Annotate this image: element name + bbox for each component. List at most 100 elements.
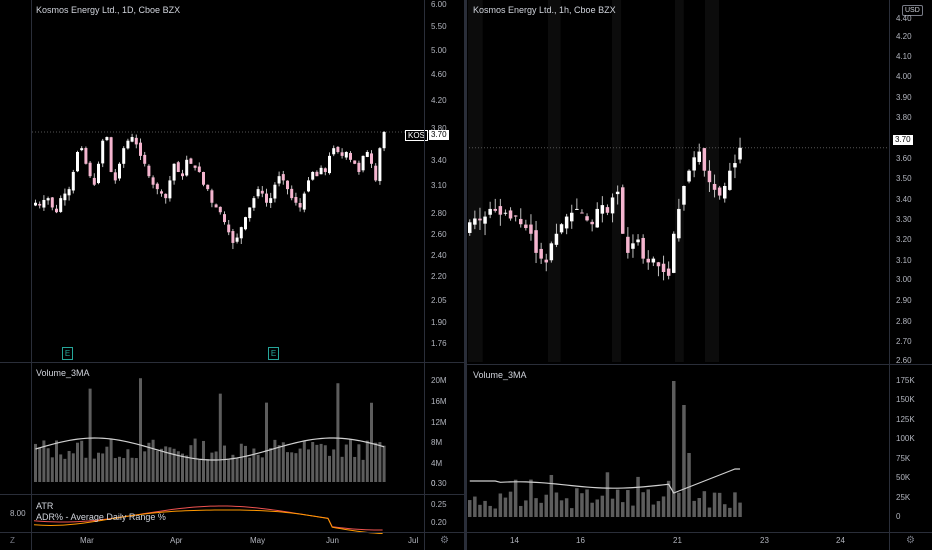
- right-time-tick: 16: [576, 536, 585, 545]
- left-candle: [273, 184, 277, 199]
- left-volume-bar: [223, 445, 226, 482]
- z-icon[interactable]: Z: [10, 536, 15, 545]
- right-candle: [605, 207, 610, 213]
- right-pane-divider[interactable]: [467, 364, 932, 365]
- right-price-tick: 2.80: [896, 317, 912, 326]
- left-volume-bar: [328, 455, 331, 482]
- left-candle: [189, 158, 193, 164]
- right-candle: [585, 216, 589, 221]
- left-candle: [46, 198, 50, 201]
- right-candle: [488, 208, 492, 215]
- right-volume-bar: [600, 495, 605, 517]
- left-volume-bar: [67, 451, 71, 482]
- left-volume-bar: [298, 448, 302, 482]
- left-time-tick: Apr: [170, 536, 183, 545]
- left-candle: [370, 153, 373, 164]
- right-volume-bar: [666, 480, 671, 517]
- earnings-icon[interactable]: E: [62, 347, 73, 360]
- right-price-plot[interactable]: [466, 0, 890, 362]
- left-volume-bar: [323, 445, 327, 482]
- left-candle: [122, 148, 126, 164]
- right-chart-panel[interactable]: [466, 0, 932, 550]
- left-volume-bar: [311, 441, 315, 482]
- left-volume-bar: [239, 443, 243, 482]
- right-candle: [641, 237, 645, 259]
- left-candle: [311, 171, 315, 180]
- left-chart-panel[interactable]: [0, 0, 464, 550]
- left-volume-bar: [101, 453, 105, 482]
- left-volume-bar: [97, 452, 100, 482]
- earnings-icon[interactable]: E: [268, 347, 279, 360]
- left-candle: [281, 174, 285, 181]
- left-volume-bar: [277, 445, 281, 482]
- left-candle: [206, 184, 210, 190]
- left-candle: [84, 147, 88, 164]
- left-volume-tick: 4M: [431, 459, 443, 468]
- left-candle: [382, 131, 386, 149]
- left-price-tick: 3.10: [431, 181, 447, 190]
- left-pane-divider-2[interactable]: [0, 494, 464, 495]
- right-volume-bar: [575, 488, 579, 517]
- chart-divider[interactable]: [464, 0, 467, 550]
- left-price-plot[interactable]: [32, 0, 432, 360]
- right-candle: [687, 170, 691, 182]
- currency-button[interactable]: USD: [902, 5, 923, 16]
- right-candle: [712, 183, 717, 190]
- right-price-tick: 4.00: [896, 72, 912, 81]
- right-candle: [651, 258, 656, 263]
- left-candle: [235, 237, 239, 242]
- left-volume-bar: [290, 452, 294, 482]
- right-price-tick: 4.20: [896, 32, 912, 41]
- left-candle: [365, 151, 369, 157]
- left-price-tick: 4.60: [431, 70, 447, 79]
- left-candle: [244, 217, 247, 230]
- left-price-tick: 3.80: [431, 124, 447, 133]
- gear-icon[interactable]: ⚙: [906, 535, 915, 546]
- left-candle: [80, 148, 84, 151]
- left-volume-bar: [281, 442, 285, 482]
- left-volume-bar: [357, 444, 361, 482]
- right-volume-bar: [626, 490, 630, 517]
- left-volume-bar: [336, 383, 340, 482]
- left-candle: [361, 155, 365, 171]
- left-candle: [290, 188, 294, 199]
- right-candle: [519, 218, 523, 225]
- right-time-tick: 23: [760, 536, 769, 545]
- left-volume-tick: 12M: [431, 418, 447, 427]
- right-volume-bar: [570, 508, 574, 517]
- right-candle: [626, 236, 630, 253]
- session-shade: [705, 0, 719, 362]
- left-volume-bar: [260, 457, 264, 482]
- right-volume-plot: [468, 381, 742, 517]
- right-candle: [513, 215, 518, 217]
- right-candle: [534, 230, 538, 253]
- left-candle: [298, 203, 302, 208]
- left-volume-bar: [172, 448, 176, 482]
- right-price-tick: 3.10: [896, 256, 912, 265]
- left-volume-title: Volume_3MA: [36, 368, 90, 378]
- left-volume-bar: [319, 443, 323, 482]
- right-price-tick: 3.80: [896, 113, 912, 122]
- left-volume-bar: [349, 439, 352, 482]
- left-volume-bar: [378, 442, 382, 482]
- left-candle: [139, 142, 142, 156]
- left-volume-bar: [340, 456, 344, 482]
- right-candle: [661, 263, 666, 272]
- left-candle: [248, 207, 252, 219]
- left-volume-bar: [176, 451, 180, 482]
- right-candle: [610, 197, 615, 214]
- right-volume-bar: [651, 504, 656, 517]
- left-candle: [349, 152, 352, 160]
- left-candle: [378, 148, 382, 182]
- left-pane-divider-1[interactable]: [0, 362, 464, 363]
- left-candle: [147, 165, 151, 177]
- right-volume-bar: [513, 479, 518, 517]
- gear-icon[interactable]: ⚙: [440, 535, 449, 546]
- left-candle: [315, 171, 319, 177]
- left-candle: [134, 137, 138, 145]
- right-price-tick: 3.30: [896, 215, 912, 224]
- right-volume-bar: [503, 497, 508, 517]
- left-volume-bar: [227, 459, 231, 482]
- right-price-tick: 2.60: [896, 356, 912, 365]
- right-volume-bar: [697, 498, 701, 517]
